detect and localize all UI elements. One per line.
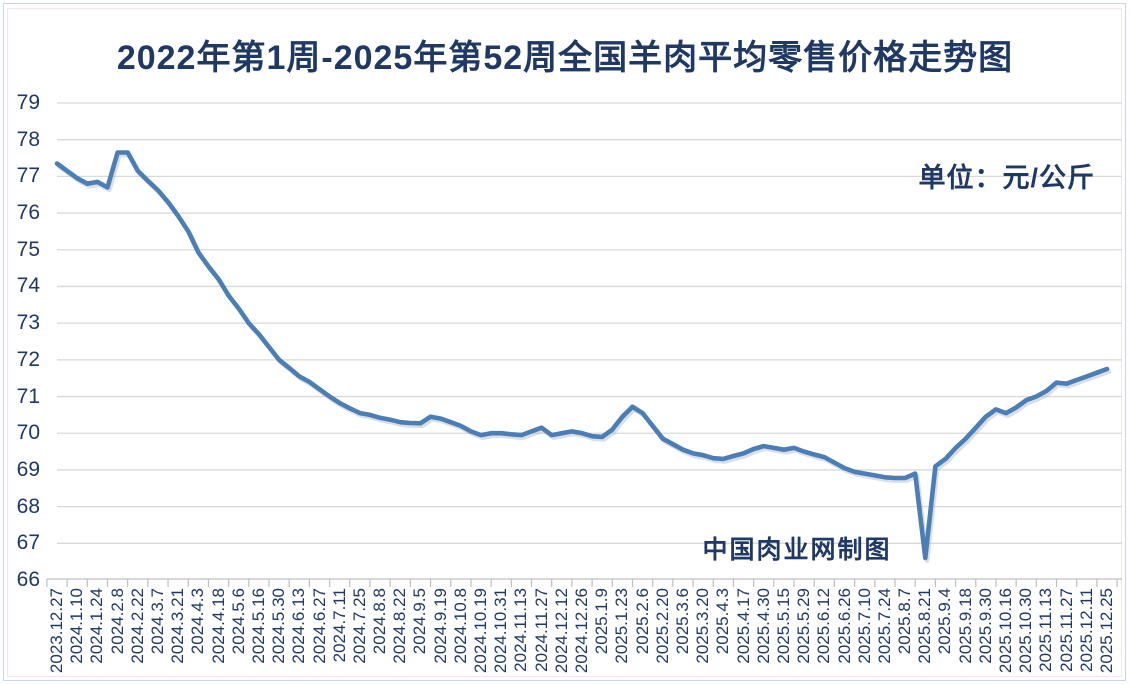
watermark-credit: 中国肉业网制图 [702,536,892,564]
x-axis-tick-label: 2024.9.19 [430,588,450,664]
x-axis-tick-label: 2024.5.30 [269,588,289,664]
x-axis-tick-label: 2025.9.30 [975,588,995,664]
x-axis-tick-label: 2025.4.17 [733,588,753,664]
x-axis-tick-label: 2025.7.10 [854,588,874,664]
x-axis-tick-label: 2024.12.26 [572,588,591,674]
x-axis-tick-label: 2024.11.13 [511,588,531,672]
x-axis-tick-label: 2024.10.31 [491,588,511,674]
y-axis-tick-label: 69 [16,457,40,481]
x-axis-tick-label: 2025.11.13 [1036,588,1056,672]
x-axis-tick-label: 2025.2.6 [632,588,652,655]
y-axis-tick-label: 67 [16,531,40,555]
price-line-shadow [56,152,1112,563]
x-axis-tick-label: 2025.9.4 [935,588,955,655]
y-axis-tick-label: 76 [16,201,40,225]
y-axis-tick-label: 75 [16,237,40,261]
x-axis-tick-label: 2024.1.10 [67,588,87,664]
x-axis-tick-label: 2025.12.11 [1076,588,1096,672]
x-axis-tick-label: 2025.1.9 [592,588,612,655]
x-axis-tick-label: 2025.10.16 [996,588,1016,674]
x-axis-tick-label: 2025.3.6 [672,588,692,655]
y-axis-tick-label: 73 [16,311,40,335]
x-axis-tick-label: 2024.4.18 [208,588,228,664]
x-axis-tick-label: 2025.8.21 [915,588,935,664]
x-axis-tick-label: 2025.11.27 [1056,588,1076,672]
x-axis-tick-label: 2025.5.29 [794,588,814,664]
x-axis-tick-label: 2025.8.7 [895,588,915,655]
y-axis-tick-label: 74 [16,274,40,298]
x-axis-tick-label: 2024.5.16 [248,588,268,664]
x-axis-tick-label: 2025.10.30 [1016,588,1036,674]
x-axis-tick-label: 2024.8.8 [370,588,390,655]
x-axis-tick-label: 2024.9.5 [410,588,430,655]
x-axis-tick-label: 2024.5.6 [228,588,248,655]
x-axis-tick-label: 2025.12.25 [1097,588,1116,674]
x-axis-tick-label: 2024.7.25 [349,588,369,664]
x-axis-tick-label: 2025.9.18 [955,588,975,664]
y-axis-tick-label: 70 [16,421,40,445]
x-axis-tick-label: 2024.2.22 [127,588,147,664]
y-axis-tick-label: 71 [16,384,40,408]
x-axis-tick-label: 2025.1.23 [612,588,632,664]
x-axis-tick-label: 2024.2.8 [107,588,127,655]
x-axis-tick-label: 2025.6.26 [834,588,854,664]
x-axis-tick-label: 2025.4.30 [753,588,773,664]
y-axis-tick-label: 66 [16,568,40,591]
unit-label: 单位：元/公斤 [918,163,1095,193]
x-axis-tick-label: 2025.7.24 [874,588,894,664]
x-axis-tick-label: 2024.3.7 [147,588,167,655]
y-axis-tick-label: 78 [16,127,40,151]
x-axis-tick-label: 2024.8.22 [390,588,410,664]
y-axis-tick-label: 72 [16,347,40,371]
x-axis-tick-label: 2024.10.8 [450,588,470,664]
x-axis-tick-label: 2024.6.27 [309,588,329,664]
x-axis-tick-label: 2025.4.3 [713,588,733,655]
x-axis-tick-label: 2024.4.3 [188,588,208,655]
x-axis-tick-label: 2025.2.20 [652,588,672,664]
x-axis-tick-label: 2024.7.11 [329,588,349,663]
x-axis-tick-label: 2024.12.12 [551,588,571,674]
x-axis-tick-label: 2024.6.13 [289,588,309,664]
y-axis-tick-label: 77 [16,164,40,188]
y-axis-tick-label: 68 [16,494,40,518]
x-axis-tick-label: 2024.10.19 [471,588,491,674]
price-line [54,150,1110,561]
x-axis-tick-label: 2024.1.24 [87,588,107,664]
x-axis-tick-label: 2024.11.27 [531,588,551,672]
y-axis-tick-label: 79 [16,91,40,114]
x-axis-tick-label: 2023.12.27 [47,588,66,674]
x-axis-tick-label: 2025.5.15 [773,588,793,664]
x-axis-tick-label: 2024.3.21 [168,588,188,664]
x-axis-tick-label: 2025.6.12 [814,588,834,664]
chart-title: 2022年第1周-2025年第52周全国羊肉平均零售价格走势图 [116,39,1014,77]
x-axis-tick-label: 2025.3.20 [693,588,713,664]
